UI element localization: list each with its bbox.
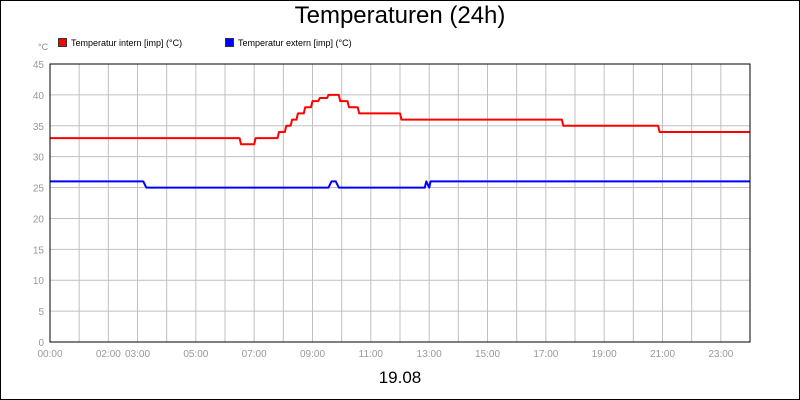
legend-item-extern: Temperatur extern [imp] (°C) <box>225 38 352 48</box>
x-tick-label: 17:00 <box>533 349 558 360</box>
y-tick-label: 20 <box>33 214 45 225</box>
x-tick-label: 19:00 <box>592 349 617 360</box>
x-tick-label: 09:00 <box>300 349 325 360</box>
y-tick-label: 40 <box>33 91 45 102</box>
legend-swatch-intern <box>58 38 67 47</box>
series-line-intern <box>50 93 750 146</box>
legend-label-extern: Temperatur extern [imp] (°C) <box>238 38 352 48</box>
legend-swatch-extern <box>225 38 234 47</box>
y-tick-label: 35 <box>33 122 45 133</box>
x-tick-label: 05:00 <box>183 349 208 360</box>
y-tick-label: 45 <box>33 60 45 71</box>
x-tick-label: 21:00 <box>650 349 675 360</box>
legend-label-intern: Temperatur intern [imp] (°C) <box>71 38 183 48</box>
x-tick-label: 23:00 <box>708 349 733 360</box>
x-tick-label: 00:00 <box>37 349 62 360</box>
x-tick-label: 03:00 <box>125 349 150 360</box>
chart-title: Temperaturen (24h) <box>294 2 506 29</box>
x-tick-label: 02:00 <box>96 349 121 360</box>
y-tick-label: 5 <box>38 307 44 318</box>
y-unit-label: °C <box>38 42 49 52</box>
x-tick-label: 13:00 <box>417 349 442 360</box>
y-tick-label: 0 <box>38 338 44 349</box>
y-tick-label: 15 <box>33 245 45 256</box>
y-tick-label: 25 <box>33 184 45 195</box>
series-line-extern <box>50 180 750 189</box>
y-tick-label: 10 <box>33 276 45 287</box>
date-label: 19.08 <box>378 368 422 387</box>
y-tick-label: 30 <box>33 153 45 164</box>
x-tick-label: 11:00 <box>359 349 384 360</box>
legend-item-intern: Temperatur intern [imp] (°C) <box>58 38 182 48</box>
plot-area-border <box>49 63 751 343</box>
x-tick-label: 07:00 <box>242 349 267 360</box>
x-tick-label: 15:00 <box>475 349 500 360</box>
